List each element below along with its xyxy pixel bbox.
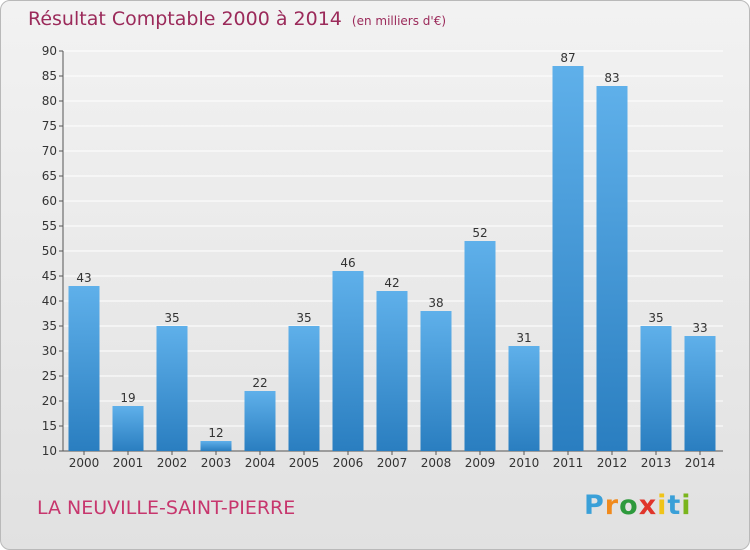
x-tick-label: 2000 [69,456,100,470]
y-tick-label: 35 [42,319,57,333]
chart-title: Résultat Comptable 2000 à 2014 [28,8,342,30]
data-label: 31 [516,331,531,345]
x-tick-label: 2006 [333,456,364,470]
bar [508,346,540,451]
bar [332,271,364,451]
data-label: 87 [560,51,575,65]
data-label: 83 [604,71,619,85]
bar [200,441,232,451]
bar [244,391,276,451]
y-tick-label: 20 [42,394,57,408]
y-tick-label: 55 [42,219,57,233]
y-tick-label: 85 [42,69,57,83]
bar [156,326,188,451]
logo-letter: r [604,490,620,521]
x-tick-label: 2008 [421,456,452,470]
y-tick-label: 40 [42,294,57,308]
bar [420,311,452,451]
logo-letter: x [638,490,658,521]
y-tick-label: 15 [42,419,57,433]
data-label: 12 [208,426,223,440]
y-tick-label: 10 [42,444,57,458]
x-tick-label: 2002 [157,456,188,470]
x-tick-label: 2001 [113,456,144,470]
data-label: 35 [164,311,179,325]
y-tick-label: 50 [42,244,57,258]
y-tick-label: 75 [42,119,57,133]
bar [640,326,672,451]
x-tick-label: 2009 [465,456,496,470]
bar [684,336,716,451]
logo-letter: P [584,490,605,521]
bar [376,291,408,451]
x-tick-label: 2007 [377,456,408,470]
data-label: 33 [692,321,707,335]
x-tick-label: 2012 [597,456,628,470]
data-label: 52 [472,226,487,240]
data-label: 42 [384,276,399,290]
chart-units: (en milliers d'€) [351,14,447,28]
bar [596,86,628,451]
data-label: 19 [120,391,135,405]
y-tick-label: 25 [42,369,57,383]
y-tick-label: 60 [42,194,57,208]
logo-letter: i [681,490,692,521]
town-name: LA NEUVILLE-SAINT-PIERRE [37,497,296,519]
data-label: 35 [648,311,663,325]
data-label: 38 [428,296,443,310]
x-tick-label: 2004 [245,456,276,470]
y-axis: 10 15 20 25 30 35 40 45 50 55 60 65 70 75 80 85 90 [42,44,723,458]
y-tick-label: 45 [42,269,57,283]
x-tick-label: 2005 [289,456,320,470]
x-tick-label: 2003 [201,456,232,470]
data-label: 35 [296,311,311,325]
bars [68,66,716,451]
y-tick-label: 80 [42,94,57,108]
logo-letter: i [657,490,668,521]
bar [288,326,320,451]
bar [112,406,144,451]
y-tick-label: 90 [42,44,57,58]
bar [464,241,496,451]
x-tick-label: 2010 [509,456,540,470]
logo-letter: t [667,490,682,521]
proxiti-logo: Proxiti [584,490,692,521]
data-label: 43 [76,271,91,285]
y-tick-label: 70 [42,144,57,158]
x-axis: 2000 2001 2002 2003 2004 2005 2006 2007 2008 2009… [69,451,716,470]
logo-letter: o [619,490,639,521]
x-tick-label: 2013 [641,456,672,470]
chart-title-row: Résultat Comptable 2000 à 2014 (en millie… [28,8,446,30]
data-label: 22 [252,376,267,390]
bar [68,286,100,451]
bar [552,66,584,451]
y-tick-label: 30 [42,344,57,358]
data-label: 46 [340,256,355,270]
y-tick-label: 65 [42,169,57,183]
x-tick-label: 2014 [685,456,716,470]
x-tick-label: 2011 [553,456,584,470]
data-labels: 43 19 35 12 22 35 46 42 38 52 31 87 83 35 33 [76,51,707,440]
